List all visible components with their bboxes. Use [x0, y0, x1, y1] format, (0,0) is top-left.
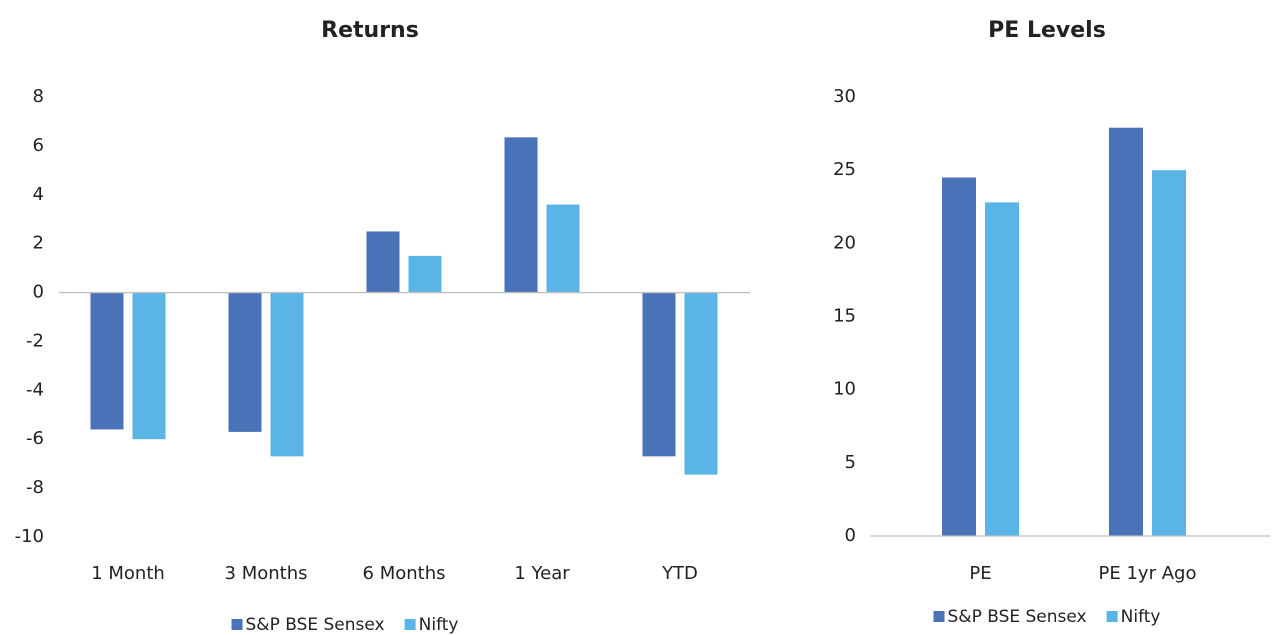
y-tick-label: 0	[33, 282, 44, 303]
chart-title: Returns	[321, 18, 419, 43]
y-tick-label: -10	[15, 526, 44, 547]
x-tick-label: 3 Months	[225, 563, 308, 584]
legend-swatch	[1106, 611, 1118, 622]
y-tick-label: 6	[33, 135, 44, 156]
bar	[985, 202, 1019, 537]
y-tick-label: 30	[833, 86, 856, 107]
y-tick-label: -6	[26, 428, 44, 449]
bar	[270, 292, 304, 457]
bar	[684, 292, 718, 475]
x-tick-label: 1 Year	[514, 563, 570, 584]
bar	[504, 137, 538, 293]
y-tick-label: 0	[845, 525, 856, 546]
bar	[132, 292, 166, 440]
chart-title: PE Levels	[988, 18, 1106, 43]
y-tick-label: 15	[833, 306, 856, 327]
y-tick-label: 8	[33, 86, 44, 107]
y-tick-label: 10	[833, 379, 856, 400]
y-tick-label: 4	[33, 184, 44, 205]
bar	[228, 292, 262, 432]
bar	[1109, 127, 1143, 536]
legend-label: Nifty	[419, 615, 459, 635]
bar	[366, 231, 400, 293]
legend-label: S&P BSE Sensex	[246, 615, 385, 635]
bar	[642, 292, 676, 457]
y-tick-label: 5	[845, 452, 856, 473]
legend-label: S&P BSE Sensex	[948, 607, 1087, 627]
x-tick-label: PE 1yr Ago	[1099, 563, 1197, 584]
legend-swatch	[231, 619, 243, 630]
y-tick-label: -8	[26, 477, 44, 498]
y-tick-label: 25	[833, 159, 856, 180]
legend-label: Nifty	[1121, 607, 1161, 627]
legend-swatch	[933, 611, 945, 622]
bar	[942, 177, 976, 536]
y-tick-label: 20	[833, 232, 856, 253]
x-tick-label: PE	[969, 563, 991, 584]
legend-swatch	[404, 619, 416, 630]
bar	[1152, 170, 1186, 536]
y-tick-label: -4	[26, 379, 44, 400]
bar	[408, 255, 442, 293]
y-tick-label: 2	[33, 233, 44, 254]
bar	[90, 292, 124, 430]
bar	[546, 204, 580, 293]
y-tick-label: -2	[26, 330, 44, 351]
x-tick-label: 1 Month	[91, 563, 165, 584]
x-tick-label: YTD	[661, 563, 698, 584]
x-tick-label: 6 Months	[363, 563, 446, 584]
